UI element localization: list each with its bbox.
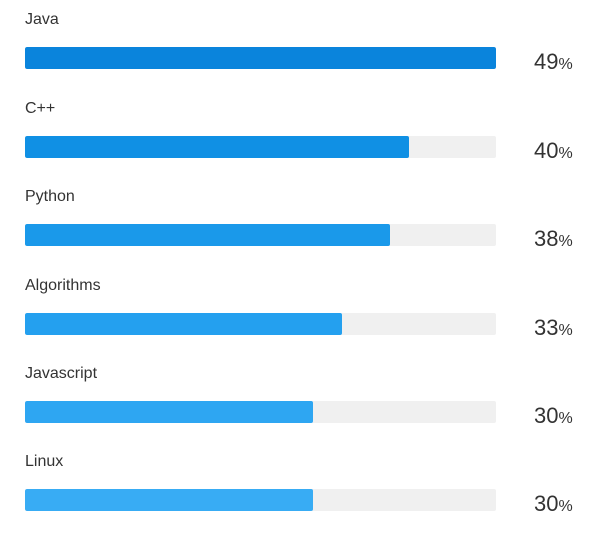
value-unit: % bbox=[558, 410, 573, 427]
value-unit: % bbox=[558, 322, 573, 339]
bar bbox=[25, 401, 313, 423]
value-number: 30 bbox=[534, 491, 559, 516]
value-unit: % bbox=[558, 233, 573, 250]
value-label: 49% bbox=[534, 45, 573, 82]
value-unit: % bbox=[558, 56, 573, 73]
bar-track bbox=[25, 401, 496, 423]
value-number: 38 bbox=[534, 226, 559, 251]
value-number: 33 bbox=[534, 315, 559, 340]
value-unit: % bbox=[558, 498, 573, 515]
value-number: 49 bbox=[534, 49, 559, 74]
bar-row: Javascript 30% bbox=[0, 364, 600, 452]
bar-track bbox=[25, 47, 496, 69]
bar bbox=[25, 313, 342, 335]
value-label: 33% bbox=[534, 311, 573, 348]
bar-track bbox=[25, 136, 496, 158]
bar bbox=[25, 489, 313, 511]
category-label: Java bbox=[25, 11, 59, 28]
bar-track bbox=[25, 489, 496, 511]
value-unit: % bbox=[558, 145, 573, 162]
value-label: 30% bbox=[534, 399, 573, 436]
bar-row: Python 38% bbox=[0, 187, 600, 275]
bar bbox=[25, 136, 409, 158]
bar-row: Linux 30% bbox=[0, 452, 600, 540]
category-label: Algorithms bbox=[25, 277, 101, 294]
value-label: 38% bbox=[534, 222, 573, 259]
category-label: Linux bbox=[25, 453, 64, 470]
bar-track bbox=[25, 224, 496, 246]
bar-row: Java 49% bbox=[0, 10, 600, 98]
bar bbox=[25, 47, 496, 69]
value-label: 40% bbox=[534, 134, 573, 171]
bar-row: C++ 40% bbox=[0, 99, 600, 187]
bar-track bbox=[25, 313, 496, 335]
category-label: C++ bbox=[25, 100, 56, 117]
value-number: 30 bbox=[534, 403, 559, 428]
category-label: Javascript bbox=[25, 365, 98, 382]
value-number: 40 bbox=[534, 138, 559, 163]
value-label: 30% bbox=[534, 487, 573, 524]
category-label: Python bbox=[25, 188, 75, 205]
bar bbox=[25, 224, 390, 246]
bar-row: Algorithms 33% bbox=[0, 276, 600, 364]
skills-bar-chart: Java 49% C++ 40% Python 38% Algorithms 33% Javas… bbox=[0, 10, 600, 516]
